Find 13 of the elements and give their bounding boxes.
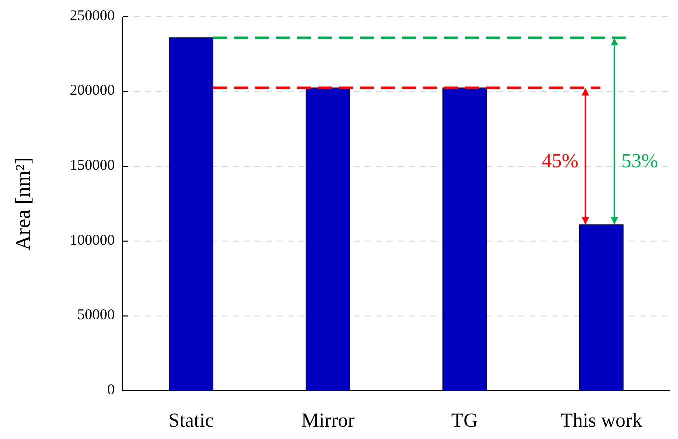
y-tick-label: 100000: [70, 232, 115, 249]
x-tick-label: Static: [168, 410, 214, 432]
y-tick-label: 50000: [78, 308, 115, 324]
x-tick-label: This work: [560, 410, 642, 432]
annotation: 53%: [622, 150, 658, 172]
y-tick-label: 0: [108, 382, 115, 398]
y-axis-title: Area [nm²]: [11, 157, 35, 251]
x-tick-label: TG: [452, 410, 478, 432]
x-tick-label: Mirror: [301, 410, 356, 432]
annotation: 45%: [542, 150, 579, 172]
y-tick-label: 150000: [70, 158, 115, 174]
y-tick-label: 250000: [70, 8, 115, 24]
y-tick-label: 200000: [70, 83, 115, 100]
